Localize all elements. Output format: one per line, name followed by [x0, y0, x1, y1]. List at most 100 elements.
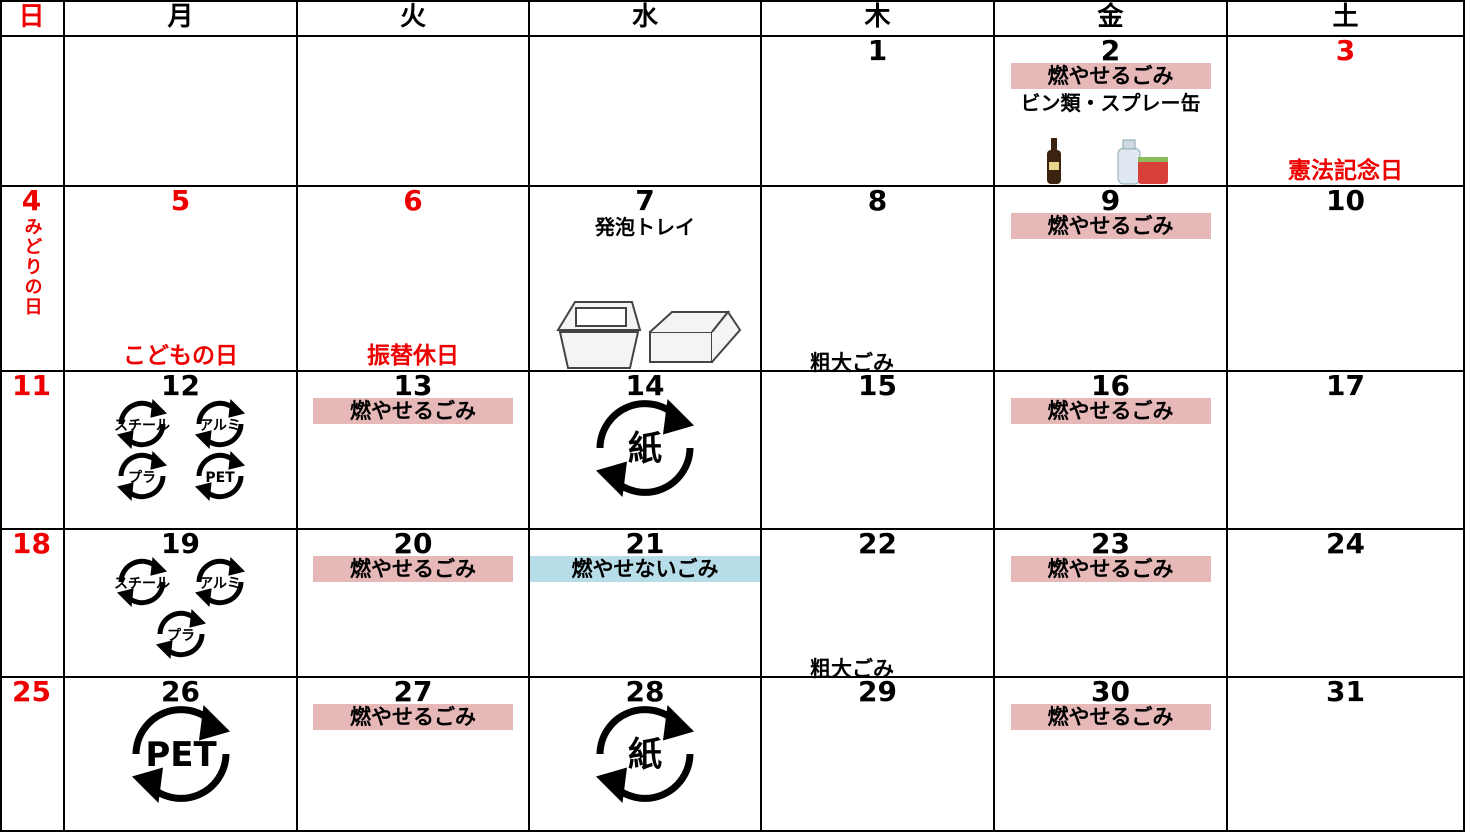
- icon-label: 紙: [628, 735, 662, 775]
- bottom-note: 粗大ごみ: [810, 657, 894, 681]
- day-cell: 18: [0, 530, 65, 678]
- date: 27: [393, 675, 433, 708]
- icon-label: PET: [205, 470, 235, 486]
- day-cell: 13 燃やせるごみ: [298, 372, 530, 530]
- date: 19: [161, 527, 200, 560]
- icons: 紙: [530, 704, 760, 804]
- note: ビン類・スプレー缶: [1020, 91, 1201, 115]
- date: 25: [12, 675, 51, 708]
- date: 23: [1091, 527, 1130, 560]
- day-cell: 6 振替休日: [298, 187, 530, 372]
- garbage-tag: 燃やせるごみ: [1010, 63, 1211, 89]
- day-cell: 20 燃やせるごみ: [298, 530, 530, 678]
- garbage-tag: 燃やせるごみ: [313, 556, 513, 582]
- recycle-icon: PET: [194, 451, 245, 501]
- date: 24: [1326, 527, 1365, 560]
- day-cell: 15: [762, 372, 995, 530]
- icon-label: 紙: [628, 429, 662, 469]
- date: 4: [21, 184, 42, 217]
- holiday: 憲法記念日: [1288, 158, 1403, 184]
- day-cell: 7 発泡トレイ: [530, 187, 762, 372]
- date: 15: [858, 369, 897, 402]
- garbage-tag: 燃やせるごみ: [313, 704, 513, 730]
- icons: スチール アルミ プラ: [66, 556, 296, 660]
- day-cell: 8 粗大ごみ: [762, 184, 995, 375]
- day-cell: 29: [762, 678, 995, 832]
- header-cell: 木: [762, 0, 995, 37]
- date: 28: [625, 675, 665, 708]
- day-cell: 30 燃やせるごみ: [995, 678, 1228, 832]
- holiday: こどもの日: [123, 343, 238, 369]
- day-cell: 22 粗大ごみ: [762, 527, 995, 681]
- date: 30: [1091, 675, 1130, 708]
- date: 9: [1100, 184, 1121, 217]
- recycle-icon: 紙: [596, 399, 694, 497]
- date: 10: [1326, 184, 1365, 217]
- day-cell: [65, 37, 298, 187]
- weekday: 日: [18, 2, 45, 32]
- weekday: 金: [1097, 2, 1124, 32]
- garbage-tag: 燃やせるごみ: [1010, 398, 1211, 424]
- day-cell: 24: [1228, 530, 1465, 678]
- date: 3: [1335, 34, 1356, 67]
- weekday: 木: [864, 2, 891, 32]
- icons: 紙: [530, 398, 760, 498]
- header-cell: 土: [1228, 0, 1465, 37]
- day-cell: 5 こどもの日: [65, 187, 298, 372]
- date: 16: [1091, 369, 1130, 402]
- date: 18: [12, 527, 51, 560]
- date: 29: [858, 675, 897, 708]
- header-cell: 火: [298, 0, 530, 37]
- recycle-icon: 紙: [596, 705, 694, 803]
- day-cell: 4 みどりの日: [0, 187, 65, 372]
- day-cell: 27 燃やせるごみ: [298, 678, 530, 832]
- icon-label: プラ: [128, 470, 156, 486]
- day-cell: 28 紙: [530, 678, 762, 832]
- day-cell: 11: [0, 372, 65, 530]
- day-cell: 21 燃やせないごみ: [530, 530, 762, 678]
- date: 22: [858, 527, 897, 560]
- day-cell: [0, 37, 65, 187]
- weekday: 土: [1332, 2, 1359, 32]
- weekday: 火: [399, 2, 426, 32]
- day-cell: [530, 37, 762, 187]
- day-cell: 14 紙: [530, 372, 762, 530]
- note: 発泡トレイ: [595, 215, 695, 239]
- day-cell: 10: [1228, 187, 1465, 372]
- date: 31: [1326, 675, 1365, 708]
- date: 6: [403, 184, 423, 217]
- garbage-tag: 燃やせるごみ: [313, 398, 513, 424]
- header-cell: 水: [530, 0, 762, 37]
- icon-label: PET: [145, 735, 217, 775]
- holiday: みどりの日: [21, 217, 43, 317]
- date: 5: [170, 184, 191, 217]
- date: 21: [625, 527, 665, 560]
- date: 17: [1326, 369, 1365, 402]
- icon-label: アルミ: [199, 418, 241, 434]
- icon-label: スチール: [114, 576, 170, 592]
- day-cell: 17: [1228, 372, 1465, 530]
- header-cell: 月: [65, 0, 298, 37]
- weekday: 月: [167, 2, 194, 32]
- date: 1: [867, 34, 888, 67]
- day-cell: 3 憲法記念日: [1228, 37, 1465, 187]
- day-cell: 12 スチール アルミ プラ PET: [65, 372, 298, 530]
- recycle-icon: スチール: [114, 557, 170, 607]
- day-cell: 2 燃やせるごみ ビン類・スプレー缶: [995, 37, 1228, 187]
- date: 8: [867, 184, 888, 217]
- garbage-tag: 燃やせるごみ: [1010, 704, 1211, 730]
- date: 12: [161, 369, 200, 402]
- day-cell: 23 燃やせるごみ: [995, 530, 1228, 678]
- recycle-icon: アルミ: [194, 399, 245, 449]
- date: 20: [393, 527, 433, 560]
- day-cell: 9 燃やせるごみ: [995, 187, 1228, 372]
- weekday: 水: [631, 2, 658, 32]
- bottom-note: 粗大ごみ: [810, 351, 894, 375]
- recycle-icon: プラ: [155, 609, 206, 659]
- date: 2: [1100, 34, 1121, 67]
- date: 14: [625, 369, 665, 402]
- icon-label: アルミ: [199, 576, 241, 592]
- icons: スチール アルミ プラ PET: [96, 398, 266, 502]
